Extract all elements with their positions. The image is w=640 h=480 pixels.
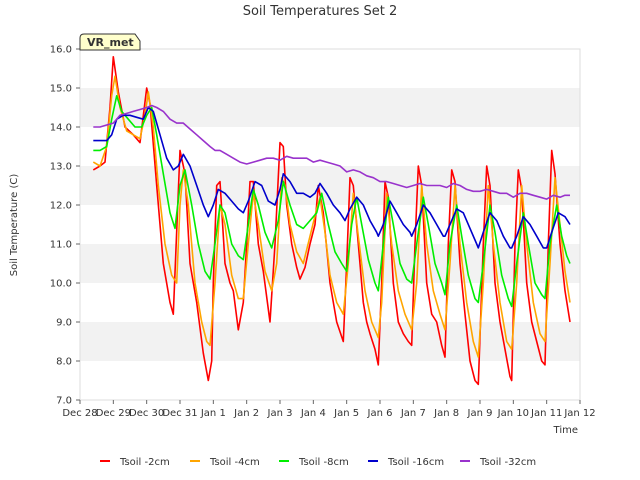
x-tick-label: Jan 2 xyxy=(233,408,259,419)
x-tick-label: Jan 4 xyxy=(300,408,326,419)
x-axis-label: Time xyxy=(553,425,578,436)
y-tick-label: 11.0 xyxy=(50,240,72,251)
chart-title: Soil Temperatures Set 2 xyxy=(243,4,398,19)
legend: Tsoil -2cm Tsoil -4cm Tsoil -8cm Tsoil -16c… xyxy=(100,457,536,468)
legend-label: Tsoil -2cm xyxy=(119,457,170,468)
x-tick-label: Jan 7 xyxy=(400,408,426,419)
y-tick-label: 12.0 xyxy=(50,201,72,212)
grid-band xyxy=(80,49,580,88)
y-tick-label: 16.0 xyxy=(50,45,72,56)
legend-label: Tsoil -8cm xyxy=(298,457,349,468)
series-line-tsoil-8cm xyxy=(93,95,571,308)
y-axis-label: Soil Temperature (C) xyxy=(9,174,20,277)
x-tick-label: Dec 30 xyxy=(129,408,164,419)
y-tick-label: 10.0 xyxy=(50,279,72,290)
y-tick-label: 15.0 xyxy=(50,84,72,95)
grid-band xyxy=(80,361,580,400)
plot-area-border xyxy=(79,48,581,401)
x-tick-label: Dec 28 xyxy=(62,408,97,419)
x-tick-label: Jan 8 xyxy=(433,408,459,419)
grid-band xyxy=(80,283,580,322)
x-tick-label: Jan 5 xyxy=(333,408,359,419)
x-tick-label: Jan 12 xyxy=(563,408,595,419)
series-line-tsoil-16cm xyxy=(93,106,571,249)
grid-band xyxy=(80,88,580,127)
y-tick-label: 8.0 xyxy=(56,357,72,368)
grid-band xyxy=(80,322,580,361)
y-tick-label: 7.0 xyxy=(56,396,72,407)
x-tick-label: Jan 1 xyxy=(200,408,226,419)
x-tick-label: Jan 6 xyxy=(367,408,393,419)
x-tick-label: Dec 31 xyxy=(162,408,197,419)
legend-label: Tsoil -16cm xyxy=(387,457,444,468)
x-tick-label: Jan 10 xyxy=(497,408,529,419)
station-label: VR_met xyxy=(87,36,134,49)
x-tick-label: Jan 11 xyxy=(530,408,562,419)
legend-label: Tsoil -32cm xyxy=(479,457,536,468)
legend-label: Tsoil -4cm xyxy=(209,457,260,468)
series-line-tsoil-32cm xyxy=(93,104,570,200)
y-tick-label: 9.0 xyxy=(56,318,72,329)
y-axis: 7.0 8.0 9.0 10.0 11.0 12.0 13.0 14.0 15.0 16.0 xyxy=(50,45,80,407)
x-tick-label: Jan 9 xyxy=(467,408,493,419)
series-lines xyxy=(92,56,571,386)
station-label-box: VR_met xyxy=(79,33,141,51)
x-tick-label: Dec 29 xyxy=(96,408,131,419)
x-tick-label: Jan 3 xyxy=(267,408,293,419)
y-tick-label: 13.0 xyxy=(50,162,72,173)
series-line-tsoil-2cm xyxy=(92,56,571,386)
y-tick-label: 14.0 xyxy=(50,123,72,134)
